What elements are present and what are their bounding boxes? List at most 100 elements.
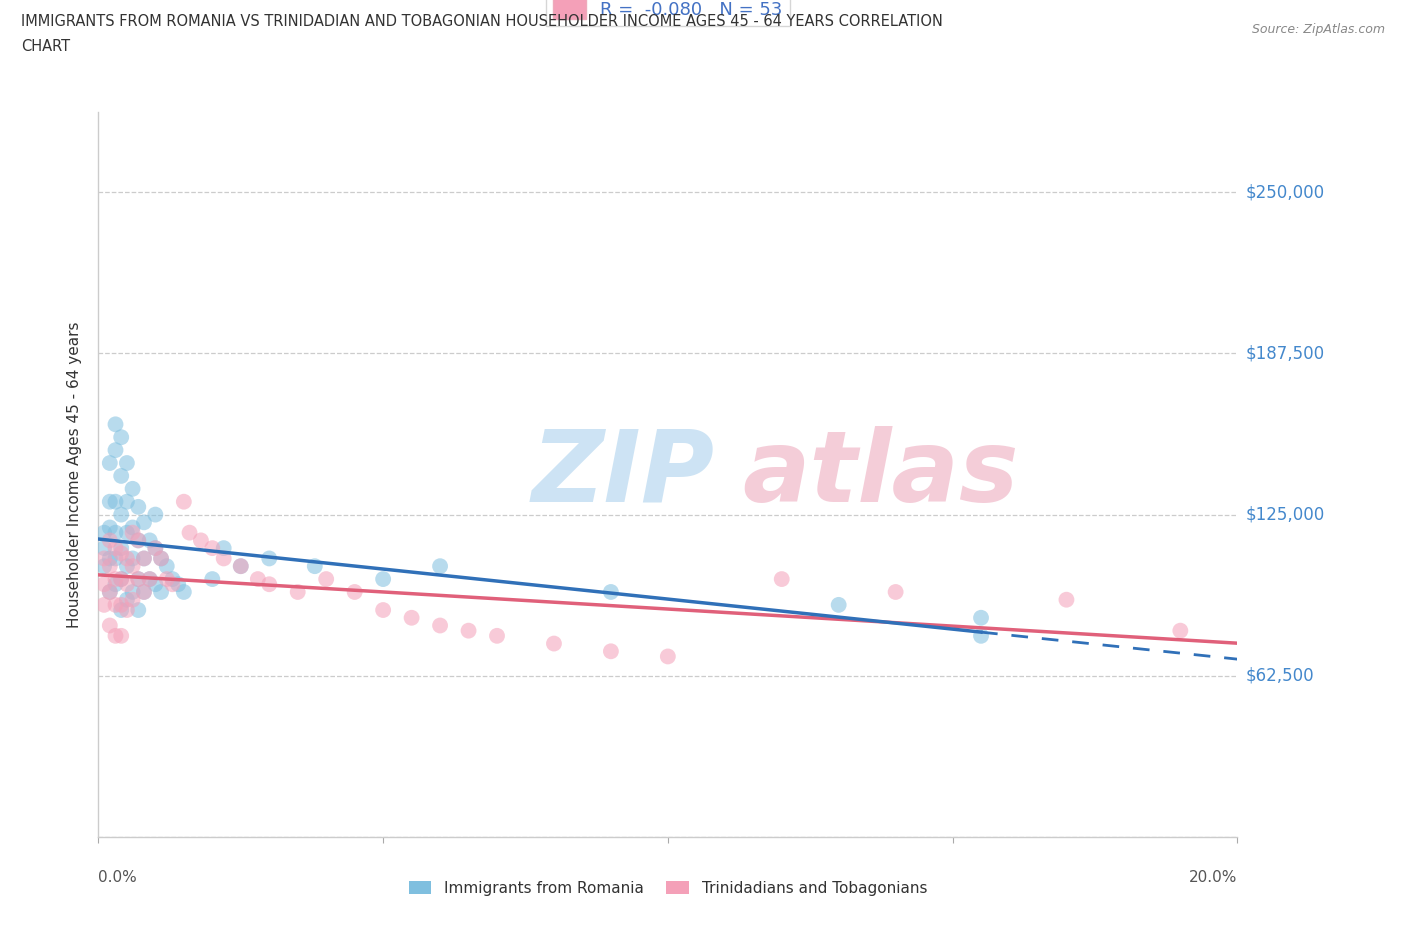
Point [150,585,173,600]
Point [110,597,132,612]
Point [93,551,115,565]
Point [115,494,138,509]
Point [98,533,121,548]
Point [110,629,132,644]
Point [429,559,451,574]
Point [98,618,121,633]
Point [1056,592,1078,607]
Point [127,499,149,514]
Point [115,551,138,565]
Point [429,618,451,633]
Point [138,572,160,587]
Point [156,559,179,574]
Point [132,585,155,600]
Point [93,597,115,612]
Point [104,540,127,555]
Point [970,629,993,644]
Point [600,585,623,600]
Point [884,585,907,600]
Point [179,525,201,540]
Point [162,572,184,587]
Point [770,572,793,587]
Point [212,540,235,555]
Point [93,577,115,591]
Point [110,603,132,618]
Point [127,533,149,548]
Point [121,592,143,607]
Point [229,559,252,574]
Point [98,551,121,565]
Point [104,494,127,509]
Point [104,525,127,540]
Point [121,551,143,565]
Point [93,559,115,574]
Point [259,551,281,565]
Point [98,456,121,471]
Point [115,577,138,591]
Point [543,636,565,651]
Point [127,572,149,587]
Point [115,603,138,618]
Point [121,482,143,497]
Point [401,610,423,625]
Point [104,551,127,565]
Point [115,456,138,471]
Point [657,649,679,664]
Point [93,540,115,555]
Text: $125,000: $125,000 [1246,506,1324,524]
Point [132,551,155,565]
Point [104,577,127,591]
Point [167,577,190,591]
Point [115,592,138,607]
Text: CHART: CHART [21,39,70,54]
Point [110,546,132,561]
Point [201,540,224,555]
Text: 20.0%: 20.0% [1189,870,1237,884]
Legend: Immigrants from Romania, Trinidadians and Tobagonians: Immigrants from Romania, Trinidadians an… [402,874,934,902]
Point [828,597,851,612]
Point [121,520,143,535]
Point [150,551,173,565]
Point [138,533,160,548]
Point [104,629,127,644]
Point [132,551,155,565]
Point [287,585,309,600]
Point [110,572,132,587]
Point [600,644,623,658]
Point [145,577,167,591]
Point [132,585,155,600]
Point [110,507,132,522]
Y-axis label: Householder Income Ages 45 - 64 years: Householder Income Ages 45 - 64 years [67,321,83,628]
Point [138,572,160,587]
Point [259,577,281,591]
Point [162,577,184,591]
Point [150,551,173,565]
Point [132,515,155,530]
Point [98,559,121,574]
Point [104,443,127,458]
Text: IMMIGRANTS FROM ROMANIA VS TRINIDADIAN AND TOBAGONIAN HOUSEHOLDER INCOME AGES 45: IMMIGRANTS FROM ROMANIA VS TRINIDADIAN A… [21,14,943,29]
Text: 0.0%: 0.0% [98,870,138,884]
Point [127,603,149,618]
Point [1170,623,1192,638]
Point [304,559,326,574]
Text: atlas: atlas [742,426,1018,523]
Text: Source: ZipAtlas.com: Source: ZipAtlas.com [1251,23,1385,36]
Point [121,525,143,540]
Point [486,629,509,644]
Point [98,585,121,600]
Point [190,533,212,548]
Point [104,417,127,432]
Point [93,525,115,540]
Text: $250,000: $250,000 [1246,183,1324,201]
Point [98,585,121,600]
Point [315,572,337,587]
Point [115,559,138,574]
Point [970,610,993,625]
Point [212,551,235,565]
Point [173,494,195,509]
Point [373,603,395,618]
Point [145,507,167,522]
Point [104,572,127,587]
Point [156,572,179,587]
